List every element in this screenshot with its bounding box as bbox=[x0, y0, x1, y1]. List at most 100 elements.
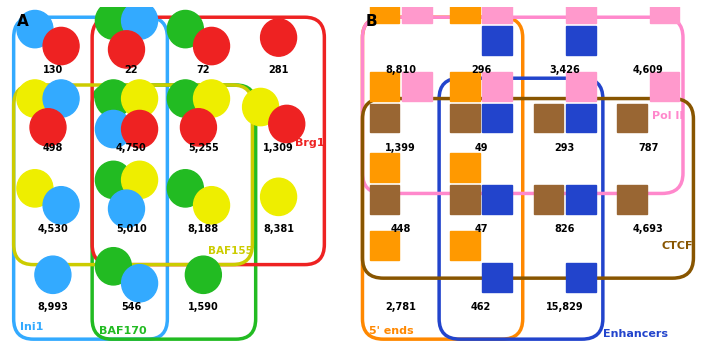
Text: Pol II: Pol II bbox=[651, 110, 683, 120]
Text: 293: 293 bbox=[555, 143, 574, 153]
Circle shape bbox=[109, 190, 144, 227]
Text: 72: 72 bbox=[197, 65, 210, 75]
Circle shape bbox=[167, 170, 203, 207]
Bar bbox=[482, 72, 512, 101]
Circle shape bbox=[122, 265, 158, 302]
Bar bbox=[370, 232, 400, 260]
Bar bbox=[402, 72, 432, 101]
Text: 787: 787 bbox=[638, 143, 658, 153]
Bar bbox=[482, 0, 512, 23]
Bar bbox=[482, 26, 512, 54]
Text: B: B bbox=[366, 14, 378, 29]
Text: 281: 281 bbox=[268, 65, 289, 75]
Text: 8,381: 8,381 bbox=[263, 224, 294, 234]
Text: CTCF: CTCF bbox=[662, 241, 693, 251]
Bar bbox=[370, 0, 400, 23]
Circle shape bbox=[43, 80, 79, 117]
Bar bbox=[450, 232, 479, 260]
Circle shape bbox=[122, 161, 158, 198]
Circle shape bbox=[122, 80, 158, 117]
Circle shape bbox=[193, 187, 230, 224]
Bar bbox=[450, 104, 479, 132]
Bar bbox=[650, 0, 679, 23]
Bar bbox=[370, 72, 400, 101]
Text: 130: 130 bbox=[43, 65, 63, 75]
Bar bbox=[566, 0, 596, 23]
Bar bbox=[650, 72, 679, 101]
Bar bbox=[370, 104, 400, 132]
Bar bbox=[450, 0, 479, 23]
Bar bbox=[617, 185, 647, 214]
Text: 498: 498 bbox=[43, 143, 63, 153]
Circle shape bbox=[260, 19, 296, 56]
Text: 296: 296 bbox=[471, 65, 491, 75]
Text: BAF155: BAF155 bbox=[208, 246, 252, 256]
Circle shape bbox=[122, 110, 158, 148]
Circle shape bbox=[167, 11, 203, 48]
Text: A: A bbox=[17, 14, 28, 29]
Circle shape bbox=[35, 256, 71, 293]
Text: 4,693: 4,693 bbox=[633, 224, 663, 234]
Circle shape bbox=[181, 109, 216, 146]
Bar bbox=[482, 263, 512, 292]
Bar bbox=[450, 185, 479, 214]
Text: 8,188: 8,188 bbox=[188, 224, 219, 234]
Text: 22: 22 bbox=[124, 65, 138, 75]
Text: 1,399: 1,399 bbox=[385, 143, 416, 153]
Text: 47: 47 bbox=[474, 224, 488, 234]
Circle shape bbox=[17, 11, 53, 48]
Text: 3,426: 3,426 bbox=[549, 65, 580, 75]
Circle shape bbox=[122, 2, 158, 39]
Bar bbox=[450, 72, 479, 101]
Text: Brg1: Brg1 bbox=[295, 138, 324, 148]
Bar bbox=[566, 26, 596, 54]
Circle shape bbox=[167, 80, 203, 117]
Circle shape bbox=[242, 88, 279, 126]
Text: BAF170: BAF170 bbox=[99, 326, 146, 336]
Bar bbox=[370, 154, 400, 182]
Text: 4,750: 4,750 bbox=[116, 143, 146, 153]
Text: 1,590: 1,590 bbox=[188, 302, 219, 312]
Bar bbox=[533, 104, 563, 132]
Bar bbox=[566, 72, 596, 101]
Circle shape bbox=[95, 110, 132, 148]
Circle shape bbox=[260, 178, 296, 215]
Text: 462: 462 bbox=[471, 302, 491, 312]
Text: 826: 826 bbox=[555, 224, 574, 234]
Circle shape bbox=[193, 80, 230, 117]
Text: Ini1: Ini1 bbox=[20, 322, 43, 333]
Text: 5,010: 5,010 bbox=[116, 224, 146, 234]
Circle shape bbox=[109, 31, 144, 68]
Text: 4,530: 4,530 bbox=[38, 224, 68, 234]
Text: 2,781: 2,781 bbox=[385, 302, 416, 312]
Circle shape bbox=[43, 28, 79, 65]
Circle shape bbox=[95, 248, 132, 285]
Text: 4,609: 4,609 bbox=[633, 65, 663, 75]
Bar bbox=[566, 104, 596, 132]
Circle shape bbox=[17, 170, 53, 207]
Bar bbox=[617, 104, 647, 132]
Bar bbox=[566, 185, 596, 214]
Circle shape bbox=[95, 2, 132, 39]
Circle shape bbox=[269, 105, 305, 143]
Text: 546: 546 bbox=[122, 302, 141, 312]
Text: 448: 448 bbox=[390, 224, 411, 234]
Text: 5' ends: 5' ends bbox=[370, 326, 414, 336]
Text: 15,829: 15,829 bbox=[546, 302, 583, 312]
Text: 1,309: 1,309 bbox=[263, 143, 294, 153]
Bar bbox=[450, 154, 479, 182]
Circle shape bbox=[43, 187, 79, 224]
Circle shape bbox=[95, 80, 132, 117]
Text: 8,810: 8,810 bbox=[385, 65, 417, 75]
Bar bbox=[402, 0, 432, 23]
Circle shape bbox=[193, 28, 230, 65]
Bar bbox=[482, 104, 512, 132]
Text: 5,255: 5,255 bbox=[188, 143, 219, 153]
Text: 8,993: 8,993 bbox=[38, 302, 68, 312]
Bar bbox=[370, 185, 400, 214]
Circle shape bbox=[95, 161, 132, 198]
Bar bbox=[533, 185, 563, 214]
Bar bbox=[482, 185, 512, 214]
Text: Enhancers: Enhancers bbox=[603, 329, 668, 339]
Bar bbox=[566, 263, 596, 292]
